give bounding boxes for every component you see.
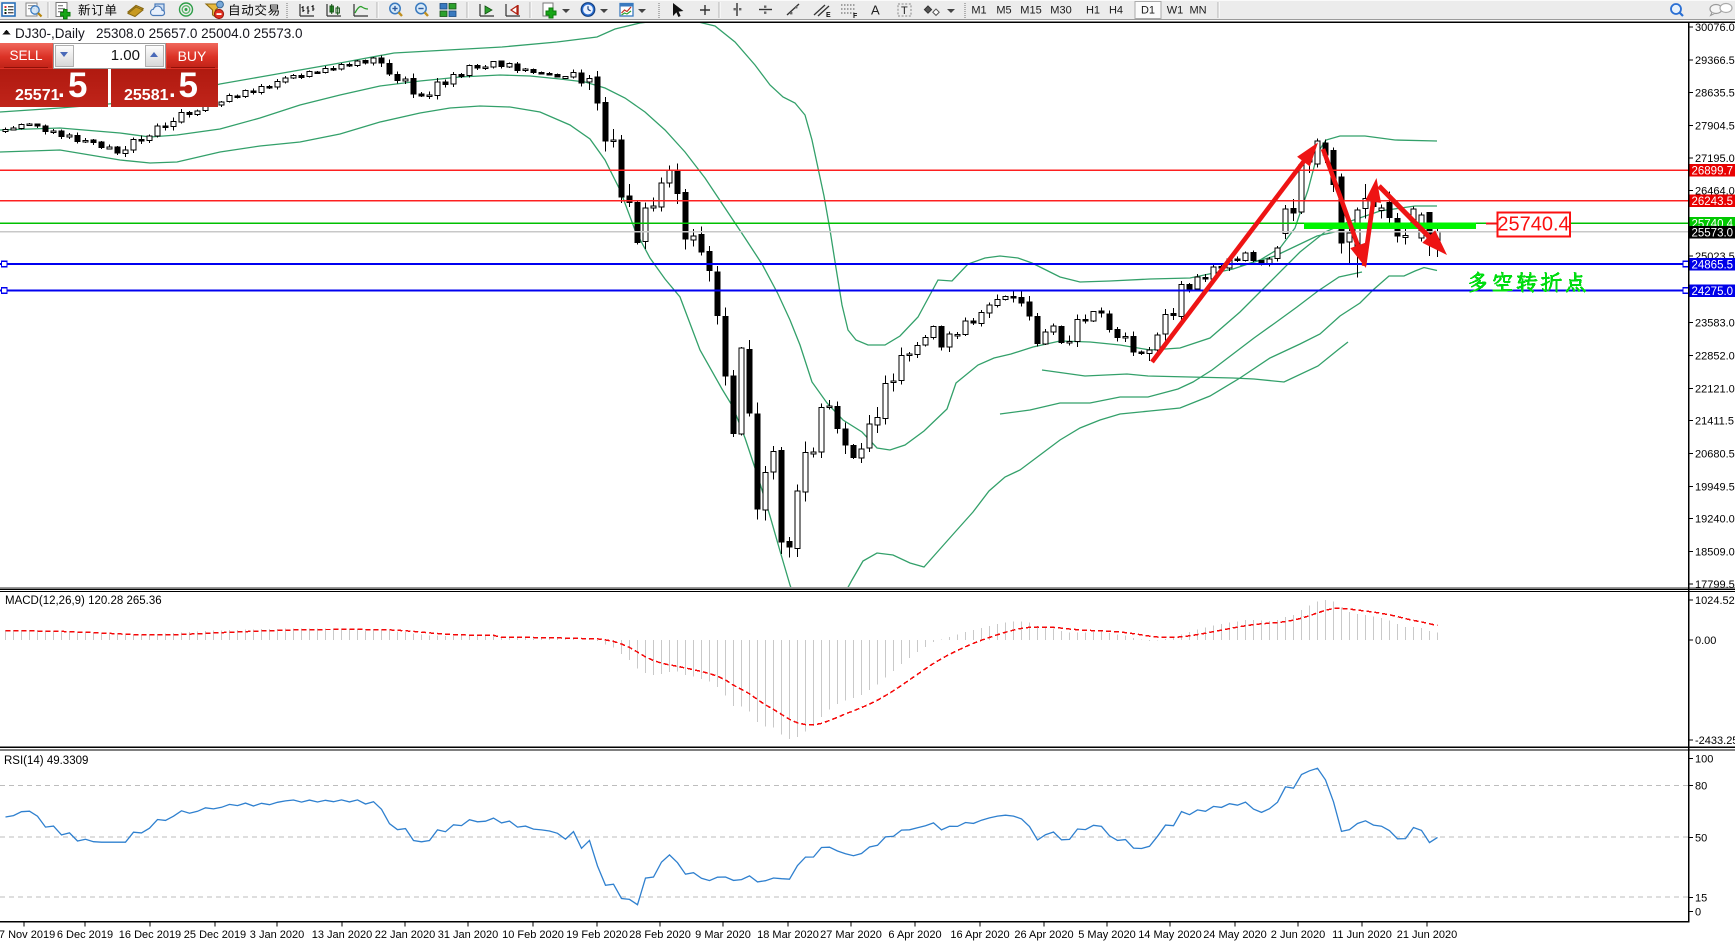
svg-text:80: 80 bbox=[1695, 781, 1707, 793]
svg-text:14 May 2020: 14 May 2020 bbox=[1138, 929, 1202, 941]
svg-text:30076.0: 30076.0 bbox=[1695, 22, 1735, 34]
svg-text:16 Dec 2019: 16 Dec 2019 bbox=[119, 929, 181, 941]
svg-text:28635.5: 28635.5 bbox=[1695, 88, 1735, 100]
svg-text:0.00: 0.00 bbox=[1695, 635, 1716, 647]
svg-text:M15: M15 bbox=[1020, 5, 1041, 17]
svg-text:31 Jan 2020: 31 Jan 2020 bbox=[438, 929, 499, 941]
svg-text:11 Jun 2020: 11 Jun 2020 bbox=[1332, 929, 1392, 941]
svg-text:10 Feb 2020: 10 Feb 2020 bbox=[502, 929, 564, 941]
svg-text:H1: H1 bbox=[1086, 5, 1100, 17]
svg-text:23583.0: 23583.0 bbox=[1695, 318, 1735, 330]
svg-text:F: F bbox=[853, 13, 858, 20]
svg-text:17799.5: 17799.5 bbox=[1695, 579, 1735, 591]
svg-text:M1: M1 bbox=[971, 5, 986, 17]
svg-text:27 Mar 2020: 27 Mar 2020 bbox=[820, 929, 882, 941]
svg-text:MACD(12,26,9) 120.28 265.36: MACD(12,26,9) 120.28 265.36 bbox=[5, 595, 162, 607]
svg-text:0: 0 bbox=[1695, 907, 1701, 919]
svg-text:26899.7: 26899.7 bbox=[1692, 166, 1734, 178]
svg-text:9 Mar 2020: 9 Mar 2020 bbox=[695, 929, 751, 941]
svg-text:H4: H4 bbox=[1109, 5, 1123, 17]
svg-text:6 Dec 2019: 6 Dec 2019 bbox=[57, 929, 113, 941]
svg-text:D1: D1 bbox=[1141, 5, 1155, 17]
svg-text:18509.0: 18509.0 bbox=[1695, 547, 1735, 559]
svg-text:25740.4: 25740.4 bbox=[1497, 214, 1569, 236]
svg-text:15: 15 bbox=[1695, 893, 1707, 905]
svg-text:A: A bbox=[871, 3, 880, 18]
svg-text:25573.0: 25573.0 bbox=[1692, 228, 1734, 240]
svg-text:26 Apr 2020: 26 Apr 2020 bbox=[1014, 929, 1073, 941]
svg-text:21 Jun 2020: 21 Jun 2020 bbox=[1397, 929, 1458, 941]
svg-text:27195.0: 27195.0 bbox=[1695, 153, 1735, 165]
svg-text:M30: M30 bbox=[1050, 5, 1071, 17]
svg-text:22121.0: 22121.0 bbox=[1695, 384, 1735, 396]
svg-text:DJ30-,Daily 25308.0 25657.0: DJ30-,Daily 25308.0 25657.0 25004.0 2557… bbox=[15, 26, 302, 41]
svg-text:26243.5: 26243.5 bbox=[1692, 196, 1734, 208]
svg-text:27 Nov 2019: 27 Nov 2019 bbox=[0, 929, 55, 941]
svg-text:3 Jan 2020: 3 Jan 2020 bbox=[250, 929, 304, 941]
svg-text:21411.5: 21411.5 bbox=[1695, 416, 1734, 428]
svg-text:27904.5: 27904.5 bbox=[1695, 121, 1735, 133]
svg-text:W1: W1 bbox=[1167, 5, 1184, 17]
svg-text:19 Feb 2020: 19 Feb 2020 bbox=[566, 929, 628, 941]
svg-text:24 May 2020: 24 May 2020 bbox=[1203, 929, 1267, 941]
svg-text:M5: M5 bbox=[996, 5, 1011, 17]
svg-text:6 Apr 2020: 6 Apr 2020 bbox=[888, 929, 941, 941]
svg-text:16 Apr 2020: 16 Apr 2020 bbox=[950, 929, 1009, 941]
svg-text:RSI(14) 49.3309: RSI(14) 49.3309 bbox=[4, 755, 88, 767]
svg-text:5 May 2020: 5 May 2020 bbox=[1078, 929, 1135, 941]
svg-text:24865.5: 24865.5 bbox=[1692, 260, 1734, 272]
svg-text:20680.5: 20680.5 bbox=[1695, 449, 1735, 461]
svg-text:28 Feb 2020: 28 Feb 2020 bbox=[629, 929, 691, 941]
svg-text:100: 100 bbox=[1695, 754, 1713, 766]
svg-text:19240.0: 19240.0 bbox=[1695, 514, 1735, 526]
svg-text:1024.52: 1024.52 bbox=[1695, 595, 1735, 607]
svg-text:22 Jan 2020: 22 Jan 2020 bbox=[375, 929, 436, 941]
svg-text:13 Jan 2020: 13 Jan 2020 bbox=[312, 929, 373, 941]
svg-text:18 Mar 2020: 18 Mar 2020 bbox=[757, 929, 819, 941]
svg-text:T: T bbox=[901, 5, 908, 17]
svg-text:E: E bbox=[826, 12, 831, 19]
svg-text:25 Dec 2019: 25 Dec 2019 bbox=[184, 929, 246, 941]
svg-text:-2433.25: -2433.25 bbox=[1695, 735, 1735, 747]
svg-text:50: 50 bbox=[1695, 833, 1707, 845]
svg-text:2 Jun 2020: 2 Jun 2020 bbox=[1271, 929, 1325, 941]
svg-text:MN: MN bbox=[1189, 5, 1206, 17]
svg-text:24275.0: 24275.0 bbox=[1692, 286, 1734, 298]
svg-text:19949.5: 19949.5 bbox=[1695, 482, 1735, 494]
svg-text:29366.5: 29366.5 bbox=[1695, 55, 1735, 67]
svg-text:22852.0: 22852.0 bbox=[1695, 351, 1735, 363]
